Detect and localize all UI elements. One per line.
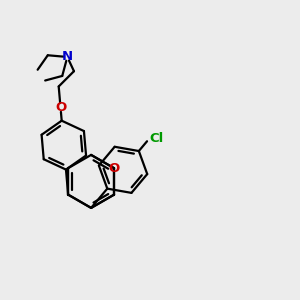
Text: O: O bbox=[108, 162, 120, 175]
Text: O: O bbox=[55, 101, 66, 115]
Text: Cl: Cl bbox=[149, 133, 163, 146]
Text: N: N bbox=[62, 50, 73, 64]
